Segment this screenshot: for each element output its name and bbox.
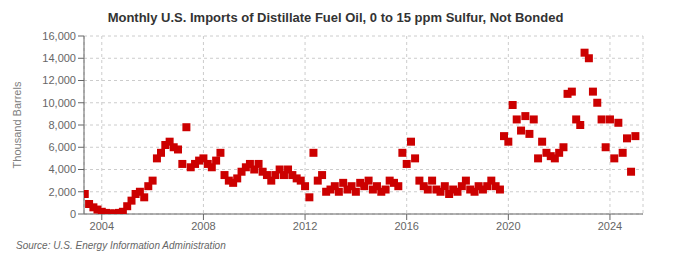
svg-text:2012: 2012	[293, 220, 317, 232]
svg-text:6,000: 6,000	[48, 141, 76, 153]
svg-text:2016: 2016	[394, 220, 418, 232]
svg-text:0: 0	[70, 208, 76, 220]
svg-text:2004: 2004	[90, 220, 114, 232]
svg-text:4,000: 4,000	[48, 163, 76, 175]
svg-text:2024: 2024	[598, 220, 622, 232]
html-text:Source: U.S. Energy Informatio: Source: U.S. Energy Information Administ…	[16, 240, 226, 251]
svg-text:Thousand Barrels: Thousand Barrels	[11, 81, 23, 168]
svg-text:2020: 2020	[496, 220, 520, 232]
svg-text:10,000: 10,000	[42, 97, 76, 109]
svg-text:12,000: 12,000	[42, 74, 76, 86]
svg-text:8,000: 8,000	[48, 119, 76, 131]
svg-text:14,000: 14,000	[42, 52, 76, 64]
svg-text:16,000: 16,000	[42, 30, 76, 42]
html-text:Monthly U.S. Imports of Distil: Monthly U.S. Imports of Distillate Fuel …	[107, 10, 564, 25]
svg-text:2008: 2008	[191, 220, 215, 232]
svg-text:2,000: 2,000	[48, 186, 76, 198]
